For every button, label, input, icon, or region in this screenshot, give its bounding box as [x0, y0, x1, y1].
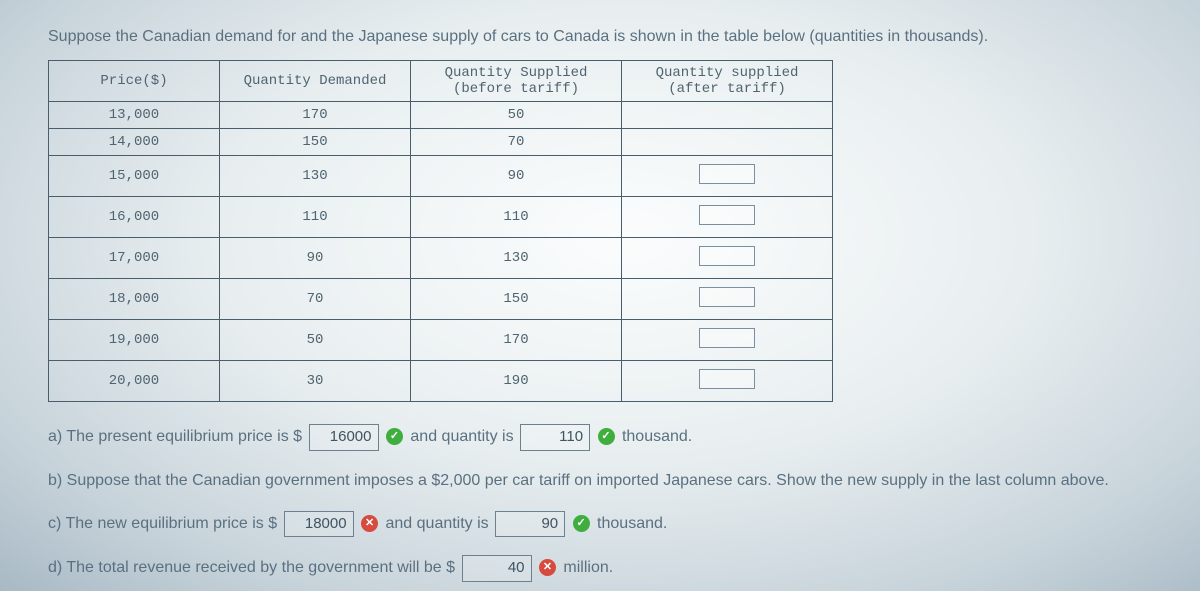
- answer-a-qty[interactable]: 110: [520, 424, 590, 451]
- cell-price: 17,000: [49, 238, 220, 279]
- cell-qd: 170: [220, 102, 411, 129]
- cell-price: 13,000: [49, 102, 220, 129]
- table-row: 13,00017050: [49, 102, 833, 129]
- cell-price: 19,000: [49, 320, 220, 361]
- blank-input[interactable]: [699, 369, 755, 389]
- th-qsb: Quantity Supplied (before tariff): [411, 61, 622, 102]
- table-row: 19,00050170: [49, 320, 833, 361]
- cell-qd: 30: [220, 361, 411, 402]
- question-b: b) Suppose that the Canadian government …: [48, 469, 1168, 493]
- blank-input[interactable]: [699, 246, 755, 266]
- cell-qsa[interactable]: [622, 320, 833, 361]
- cell-qsb: 190: [411, 361, 622, 402]
- cross-icon: ✕: [539, 559, 556, 576]
- blank-input[interactable]: [699, 287, 755, 307]
- check-icon: ✓: [386, 428, 403, 445]
- cell-qsa: [622, 129, 833, 156]
- blank-input[interactable]: [699, 164, 755, 184]
- cell-qsb: 130: [411, 238, 622, 279]
- question-c: c) The new equilibrium price is $ 18000 …: [48, 511, 1188, 538]
- cell-qsb: 50: [411, 102, 622, 129]
- table-row: 16,000110110: [49, 197, 833, 238]
- question-d: d) The total revenue received by the gov…: [48, 555, 1188, 582]
- cell-price: 18,000: [49, 279, 220, 320]
- cell-qsa[interactable]: [622, 361, 833, 402]
- cell-qsa[interactable]: [622, 197, 833, 238]
- cell-qsb: 70: [411, 129, 622, 156]
- cell-price: 16,000: [49, 197, 220, 238]
- table-row: 15,00013090: [49, 156, 833, 197]
- answer-a-price[interactable]: 16000: [309, 424, 379, 451]
- cell-qsa[interactable]: [622, 238, 833, 279]
- th-qsa: Quantity supplied (after tariff): [622, 61, 833, 102]
- cell-qsa: [622, 102, 833, 129]
- cell-qd: 150: [220, 129, 411, 156]
- cell-price: 14,000: [49, 129, 220, 156]
- blank-input[interactable]: [699, 205, 755, 225]
- cell-qd: 130: [220, 156, 411, 197]
- table-row: 14,00015070: [49, 129, 833, 156]
- supply-demand-table: Price($) Quantity Demanded Quantity Supp…: [48, 60, 833, 402]
- answer-c-price[interactable]: 18000: [284, 511, 354, 538]
- cell-qsa[interactable]: [622, 156, 833, 197]
- intro-text: Suppose the Canadian demand for and the …: [48, 28, 1188, 46]
- question-a: a) The present equilibrium price is $ 16…: [48, 424, 1188, 451]
- cell-price: 15,000: [49, 156, 220, 197]
- cell-qsb: 110: [411, 197, 622, 238]
- cross-icon: ✕: [361, 515, 378, 532]
- check-icon: ✓: [573, 515, 590, 532]
- table-row: 18,00070150: [49, 279, 833, 320]
- cell-qsb: 150: [411, 279, 622, 320]
- cell-qsb: 90: [411, 156, 622, 197]
- answer-d-rev[interactable]: 40: [462, 555, 532, 582]
- th-price: Price($): [49, 61, 220, 102]
- th-qd: Quantity Demanded: [220, 61, 411, 102]
- table-row: 17,00090130: [49, 238, 833, 279]
- blank-input[interactable]: [699, 328, 755, 348]
- cell-qd: 70: [220, 279, 411, 320]
- cell-qsb: 170: [411, 320, 622, 361]
- check-icon: ✓: [598, 428, 615, 445]
- cell-qsa[interactable]: [622, 279, 833, 320]
- cell-qd: 50: [220, 320, 411, 361]
- cell-qd: 90: [220, 238, 411, 279]
- cell-price: 20,000: [49, 361, 220, 402]
- answer-c-qty[interactable]: 90: [495, 511, 565, 538]
- table-row: 20,00030190: [49, 361, 833, 402]
- cell-qd: 110: [220, 197, 411, 238]
